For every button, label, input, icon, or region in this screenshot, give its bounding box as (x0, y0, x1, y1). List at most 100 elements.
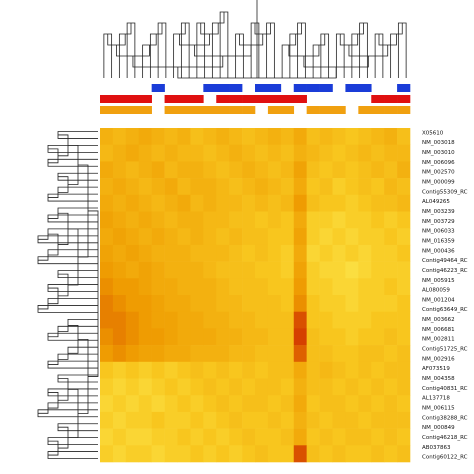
row-label: AB037863 (422, 445, 451, 451)
heat-cell (293, 345, 307, 363)
heat-cell (306, 428, 320, 446)
heat-cell (358, 345, 372, 363)
heat-cell (397, 378, 411, 396)
heat-cell (267, 144, 282, 162)
heat-cell (358, 395, 372, 413)
heat-cell (177, 128, 191, 145)
heat-cell (280, 395, 295, 413)
heat-cell (138, 395, 152, 413)
heat-cell (125, 395, 140, 413)
heat-cell (384, 178, 398, 196)
heat-cell (216, 178, 230, 196)
dendrogram-branch (173, 23, 186, 78)
heat-cell (319, 244, 333, 262)
annotation-cell (319, 84, 333, 92)
heat-cell (216, 328, 230, 346)
heat-cell (190, 378, 204, 396)
heat-cell (164, 345, 178, 363)
heat-cell (280, 445, 295, 463)
heat-cell (112, 295, 127, 312)
heat-cell (345, 428, 359, 446)
heat-cell (384, 144, 398, 162)
heat-cell (203, 278, 217, 296)
heat-cell (384, 278, 398, 296)
dendrogram-branch (351, 23, 364, 78)
heat-cell (293, 395, 307, 413)
heat-cell (293, 411, 307, 429)
row-label: NM_000099 (422, 180, 455, 186)
heat-cell (332, 295, 346, 312)
heat-cell (255, 161, 269, 179)
heat-cell (306, 194, 320, 212)
annotation-cell (190, 106, 204, 114)
heat-cell (384, 361, 398, 379)
heat-cell (371, 428, 385, 446)
heat-cell (358, 228, 372, 246)
heat-cell (319, 144, 333, 162)
heat-cell (138, 144, 152, 162)
heat-cell (332, 211, 346, 229)
annotation-cell (358, 84, 372, 92)
heat-cell (345, 411, 359, 429)
annotation-cell (397, 106, 411, 114)
heat-cell (164, 311, 178, 329)
dendrogram-branch (48, 207, 98, 219)
row-label: AL080059 (422, 288, 450, 294)
annotation-cell (138, 106, 152, 114)
heat-cell (358, 178, 372, 196)
heat-cell (332, 395, 346, 413)
heat-cell (177, 328, 191, 346)
dendrogram-branch (200, 23, 219, 35)
dendrogram-branch (118, 23, 132, 78)
annotation-cell (203, 84, 217, 92)
heat-cell (242, 295, 256, 312)
heat-cell (190, 445, 204, 463)
heat-cell (164, 445, 178, 463)
heat-cell (100, 228, 114, 246)
heat-cell (216, 261, 230, 279)
heat-cell (203, 161, 217, 179)
heat-cell (164, 261, 178, 279)
heat-cell (216, 161, 230, 179)
heat-cell (125, 128, 140, 145)
heat-cell (125, 211, 140, 229)
heat-cell (306, 178, 320, 196)
dendrogram-branch (116, 45, 150, 57)
row-label: Contig46223_RC (422, 268, 468, 274)
heat-cell (216, 345, 230, 363)
heat-cell (319, 228, 333, 246)
heat-cell (242, 128, 256, 145)
heat-cell (397, 445, 411, 463)
dendrogram-branch (38, 402, 98, 414)
heat-cell (125, 378, 140, 396)
heat-cell (177, 395, 191, 413)
heat-cell (177, 144, 191, 162)
row-label: NM_003018 (422, 140, 455, 146)
heat-cell (242, 244, 256, 262)
dendrogram-branch (38, 249, 98, 261)
heat-cell (384, 295, 398, 312)
annotation-cell (177, 106, 191, 114)
heat-cell (319, 378, 333, 396)
heat-cell (306, 244, 320, 262)
annotation-cell (306, 106, 320, 114)
heat-cell (164, 194, 178, 212)
heat-cell (371, 161, 385, 179)
heat-cell (216, 445, 230, 463)
heat-cell (216, 244, 230, 262)
heat-cell (358, 311, 372, 329)
dendrogram-branch (48, 233, 59, 256)
row-label: NM_005915 (422, 278, 455, 284)
row-label: NM_003729 (422, 219, 455, 225)
annotation-cell (332, 106, 346, 114)
heat-cell (100, 361, 114, 379)
annotation-cell (345, 84, 359, 92)
heat-cell (229, 161, 243, 179)
row-label: NM_002570 (422, 170, 455, 176)
heat-cell (164, 128, 178, 145)
heat-cell (384, 261, 398, 279)
heat-cell (216, 128, 230, 145)
heat-cell (190, 395, 204, 413)
heat-cell (319, 345, 333, 363)
heat-cell (397, 345, 411, 363)
